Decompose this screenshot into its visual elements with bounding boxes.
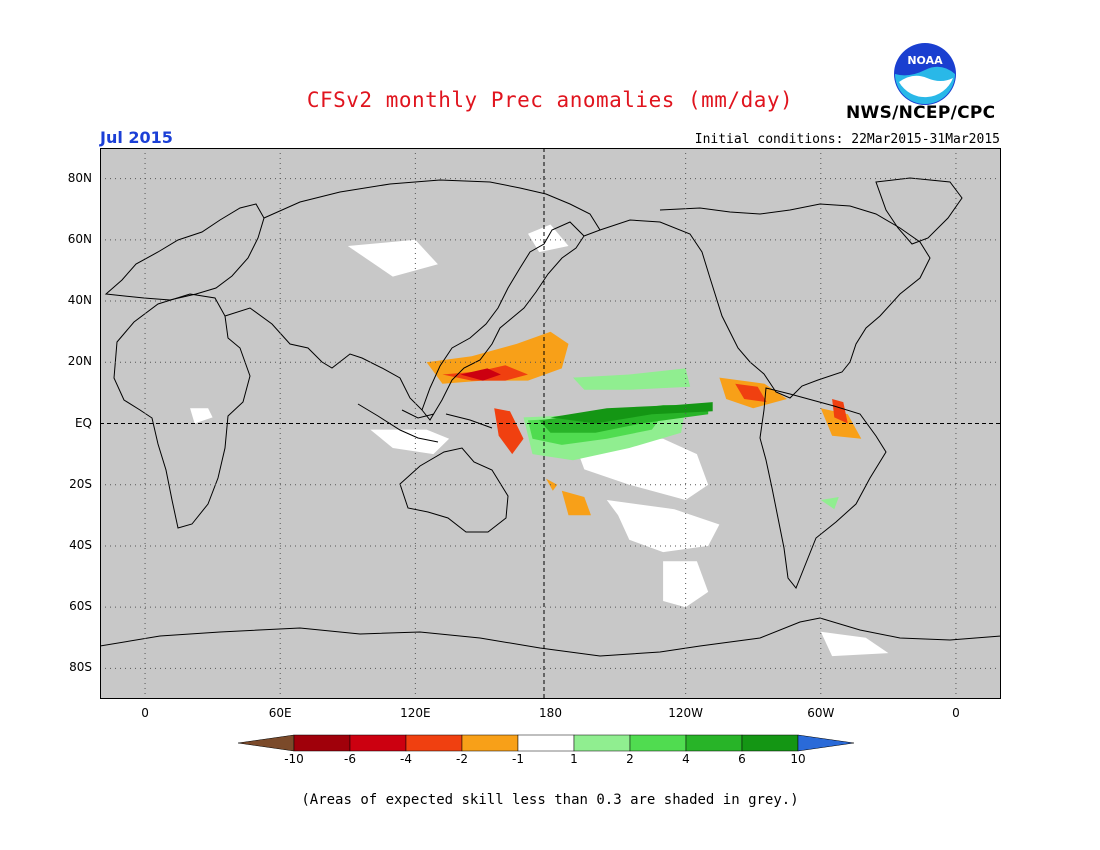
dry-mod-anomaly: [735, 383, 767, 403]
dry-strong-anomaly: [460, 368, 501, 381]
lon-label: 0: [952, 706, 960, 720]
lat-label: 60S: [69, 599, 92, 614]
neutral-region: [573, 438, 709, 500]
colorbar-label: 4: [682, 752, 690, 766]
map-canvas: [99, 148, 1002, 699]
forecast-month: Jul 2015: [100, 128, 173, 147]
colorbar-label: 10: [790, 752, 806, 766]
lat-label: 20N: [67, 354, 92, 369]
coast-europe: [104, 203, 265, 301]
wet-weak-anomaly: [820, 497, 839, 510]
lon-label: 60W: [807, 706, 835, 720]
noaa-logo-icon: NOAA: [894, 43, 956, 105]
wet-weak-anomaly: [573, 368, 691, 390]
dry-mod-anomaly: [832, 399, 848, 424]
lat-label: 40S: [69, 537, 92, 552]
neutral-region: [663, 561, 709, 608]
lat-label: 40N: [67, 293, 92, 308]
neutral-region: [606, 500, 720, 553]
colorbar-high-extend: [797, 734, 855, 752]
colorbar-label: -10: [284, 752, 304, 766]
colorbar-segment: [349, 734, 407, 752]
colorbar-low-extend: [238, 734, 295, 752]
neutral-region: [820, 631, 889, 657]
colorbar-segment: [517, 734, 575, 752]
skill-footnote: (Areas of expected skill less than 0.3 a…: [301, 792, 799, 808]
coast-antarctica: [99, 617, 1002, 657]
dry-weak-anomaly: [820, 408, 862, 439]
coastlines: [99, 177, 1002, 657]
colorbar-segment: [573, 734, 631, 752]
lat-label: 20S: [69, 476, 92, 491]
lat-label: 80N: [67, 170, 92, 185]
neutral-region: [190, 408, 213, 424]
lon-label: 120W: [668, 706, 704, 720]
dry-weak-anomaly: [426, 331, 569, 384]
colorbar-segment: [405, 734, 463, 752]
coast-africa: [113, 293, 251, 529]
colorbar-segment: [629, 734, 687, 752]
colorbar-label: 2: [626, 752, 634, 766]
colorbar-label: -1: [512, 752, 524, 766]
anomaly-map: [99, 148, 1002, 699]
colorbar-label: 6: [738, 752, 746, 766]
colorbar-segment: [293, 734, 351, 752]
lat-label: EQ: [74, 415, 92, 430]
colorbar-label: -4: [400, 752, 412, 766]
map-frame: [100, 148, 1001, 699]
coast-south-america: [759, 387, 887, 589]
wet-vstrong-anomaly: [550, 402, 713, 424]
initial-conditions: Initial conditions: 22Mar2015-31Mar2015: [694, 132, 1000, 147]
neutral-region: [528, 224, 569, 253]
coast-north-america: [599, 203, 931, 399]
colorbar-label: 1: [570, 752, 578, 766]
noaa-logo-text: NOAA: [907, 54, 943, 67]
neutral-region: [370, 429, 450, 455]
colorbar-segment: [685, 734, 743, 752]
coast-asia: [224, 179, 601, 421]
agency-label: NWS/NCEP/CPC: [846, 103, 996, 123]
colorbar-segment: [741, 734, 799, 752]
lon-label: 180: [539, 706, 562, 720]
lon-label: 0: [141, 706, 149, 720]
colorbar-label: -6: [344, 752, 356, 766]
anomaly-regions: [426, 331, 862, 516]
colorbar: [238, 734, 855, 752]
coast-greenland: [875, 177, 963, 245]
dry-weak-anomaly: [546, 478, 558, 491]
lon-label: 120E: [400, 706, 431, 720]
chart-title: CFSv2 monthly Prec anomalies (mm/day): [306, 88, 794, 112]
dry-weak-anomaly: [561, 490, 591, 516]
lon-label: 60E: [268, 706, 292, 720]
lat-label: 60N: [67, 231, 92, 246]
coast-indonesia: [357, 403, 493, 443]
lat-label: 80S: [69, 660, 92, 675]
coast-australia: [399, 447, 509, 533]
dry-mod-anomaly: [494, 408, 524, 455]
colorbar-label: -2: [456, 752, 468, 766]
colorbar-segment: [461, 734, 519, 752]
